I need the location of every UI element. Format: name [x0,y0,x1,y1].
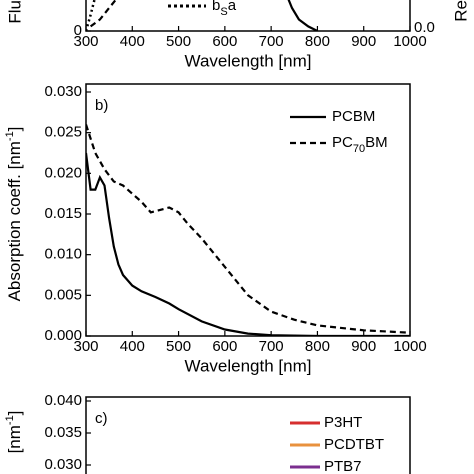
y-tick-label: 0 [74,22,82,39]
x-tick-label: 1000 [393,33,426,50]
label-part: -1 [4,131,16,141]
label-part: BM [365,134,388,151]
label-part: [nm [5,425,24,453]
x-tick-label: 700 [259,33,284,50]
legend-label: PC70BM [332,134,388,155]
x-tick-label: 500 [166,338,191,355]
x-tick-label: 1000 [393,338,426,355]
y-axis-label: [nm-1] [4,411,25,454]
label-part: -1 [4,415,16,425]
plot-frame [85,0,411,32]
y-axis-label: Flu [5,0,24,24]
x-tick-label: 900 [351,33,376,50]
x-tick-label: 300 [73,33,98,50]
legend-label: bSa [212,0,237,18]
y-tick-label: 0.030 [44,83,82,100]
x-tick-label: 700 [259,338,284,355]
y-tick-label: 0.000 [44,327,82,344]
panel-label: b) [95,97,108,114]
label-part: ] [5,127,24,132]
x-axis-label: Wavelength [nm] [185,51,312,70]
plot-frame [85,83,411,337]
data-line [86,0,96,31]
panel-label: c) [95,410,108,427]
y-tick-label: 0.010 [44,246,82,263]
label-part: Absorption coeff. [nm [5,141,24,301]
legend-label: PTB7 [324,458,362,474]
data-line [86,124,410,334]
y-tick-label: 0.005 [44,286,82,303]
x-tick-label: 400 [120,338,145,355]
plot-frame [85,396,411,474]
y-tick-label: 0.035 [44,424,82,441]
legend-label: PCBM [332,108,375,125]
y-tick-label: 0.015 [44,205,82,222]
data-line [287,0,318,31]
legend-label: P3HT [324,414,362,431]
x-tick-label: 400 [120,33,145,50]
x-tick-label: 900 [351,338,376,355]
label-part: 70 [353,143,365,155]
y-tick-label: 0.020 [44,164,82,181]
y-axis-label: Absorption coeff. [nm-1] [4,127,25,302]
data-line [86,152,410,336]
label-part: ] [5,411,24,416]
label-part: a [228,0,237,14]
y2-axis-label: Re [451,0,470,22]
y2-tick-label: 0.0 [414,19,435,36]
data-line [89,0,117,28]
x-tick-label: 800 [305,33,330,50]
x-axis-label: Wavelength [nm] [185,356,312,375]
label-part: S [220,6,227,18]
label-part: b [212,0,220,14]
y-tick-label: 0.025 [44,124,82,141]
label-part: PC [332,134,353,151]
x-tick-label: 300 [73,338,98,355]
y-tick-label: 0.040 [44,392,82,409]
x-tick-label: 600 [212,338,237,355]
x-tick-label: 800 [305,338,330,355]
legend-label: PCDTBT [324,436,384,453]
y-tick-label: 0.030 [44,456,82,473]
x-tick-label: 600 [212,33,237,50]
x-tick-label: 500 [166,33,191,50]
